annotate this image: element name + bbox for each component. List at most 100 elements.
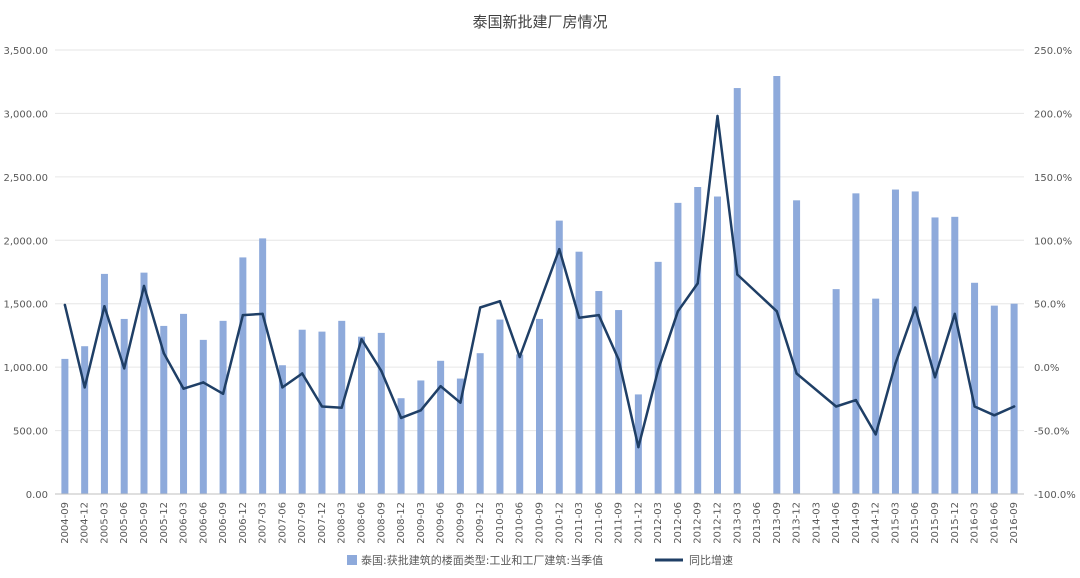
left-y-axis: 0.00 500.00 1,000.00 1,500.00 2,000.00 2,500.… bbox=[3, 46, 48, 501]
bar bbox=[615, 310, 623, 494]
x-tick-label: 2007-12 bbox=[317, 502, 328, 544]
line-point bbox=[637, 445, 640, 449]
line-point bbox=[498, 299, 502, 303]
line-point bbox=[103, 305, 106, 308]
x-tick-label: 2006-09 bbox=[218, 502, 229, 544]
x-tick-label: 2004-09 bbox=[60, 502, 71, 544]
left-y-tick-label: 0.00 bbox=[26, 490, 48, 501]
legend: 泰国:获批建筑的楼面类型:工业和工厂建筑:当季值 同比增速 bbox=[347, 553, 733, 567]
line-point bbox=[874, 433, 877, 436]
left-y-tick-label: 2,000.00 bbox=[3, 236, 48, 247]
left-y-tick-label: 3,500.00 bbox=[3, 46, 48, 57]
x-tick-label: 2013-12 bbox=[792, 502, 803, 544]
bar bbox=[318, 331, 326, 494]
line-point bbox=[63, 303, 67, 307]
x-tick-label: 2009-03 bbox=[416, 502, 427, 544]
line-point bbox=[518, 355, 521, 359]
x-tick-label: 2014-09 bbox=[851, 502, 862, 544]
x-tick-label: 2013-09 bbox=[772, 502, 783, 544]
x-tick-label: 2010-06 bbox=[515, 502, 526, 544]
x-tick-label: 2007-09 bbox=[297, 502, 308, 544]
line-point bbox=[676, 310, 680, 313]
x-tick-label: 2015-09 bbox=[930, 502, 941, 544]
x-tick-label: 2016-03 bbox=[970, 502, 981, 544]
line-point bbox=[617, 358, 620, 361]
x-tick-label: 2006-06 bbox=[198, 502, 209, 544]
bar bbox=[160, 325, 168, 494]
x-tick-label: 2014-03 bbox=[811, 502, 822, 544]
bar bbox=[120, 318, 128, 494]
x-tick-label: 2008-12 bbox=[396, 502, 407, 544]
x-tick-label: 2005-12 bbox=[159, 502, 170, 544]
right-y-tick-label: 150.0% bbox=[1034, 173, 1072, 184]
x-tick-label: 2011-12 bbox=[633, 502, 644, 544]
bar bbox=[259, 238, 267, 494]
line-point bbox=[775, 310, 779, 313]
line-point bbox=[123, 367, 126, 370]
line-point bbox=[597, 313, 601, 317]
x-tick-label: 2010-12 bbox=[554, 502, 565, 544]
x-tick-label: 2012-06 bbox=[673, 502, 684, 544]
yoy-growth-line bbox=[63, 114, 1016, 449]
x-tick-label: 2007-06 bbox=[277, 502, 288, 544]
line-point bbox=[142, 284, 146, 288]
x-tick-label: 2016-09 bbox=[1009, 502, 1020, 544]
line-point bbox=[261, 312, 264, 316]
bar bbox=[516, 354, 524, 494]
line-point bbox=[241, 313, 245, 317]
line-point bbox=[439, 384, 442, 388]
left-y-tick-label: 500.00 bbox=[13, 427, 48, 438]
line-point bbox=[399, 416, 403, 420]
bar bbox=[417, 380, 425, 494]
bar bbox=[496, 319, 504, 494]
line-point bbox=[854, 398, 858, 402]
x-tick-label: 2015-12 bbox=[950, 502, 961, 544]
bar bbox=[951, 216, 959, 494]
bar bbox=[239, 257, 247, 494]
line-point bbox=[1012, 405, 1016, 408]
line-point bbox=[281, 386, 284, 389]
right-y-tick-label: 100.0% bbox=[1034, 236, 1072, 247]
line-point bbox=[656, 368, 660, 371]
line-point bbox=[973, 405, 976, 408]
bar bbox=[377, 332, 385, 494]
line-point bbox=[300, 372, 304, 375]
bar bbox=[456, 378, 464, 494]
x-tick-label: 2006-03 bbox=[179, 502, 190, 544]
line-point bbox=[478, 306, 482, 309]
bar bbox=[575, 251, 583, 494]
bar bbox=[100, 273, 108, 494]
bar bbox=[674, 202, 682, 494]
x-tick-label: 2010-03 bbox=[495, 502, 506, 544]
x-tick-label: 2014-12 bbox=[871, 502, 882, 544]
x-tick-label: 2016-06 bbox=[989, 502, 1000, 544]
line-point bbox=[953, 312, 956, 316]
bar bbox=[437, 360, 445, 494]
bar bbox=[61, 358, 69, 494]
x-tick-label: 2011-03 bbox=[574, 502, 585, 544]
bar-series bbox=[61, 76, 1018, 495]
bar bbox=[298, 329, 306, 494]
bar bbox=[713, 196, 721, 494]
x-tick-label: 2008-09 bbox=[376, 502, 387, 544]
line-point bbox=[340, 406, 343, 409]
bar bbox=[397, 398, 405, 494]
bar bbox=[971, 282, 979, 494]
x-tick-label: 2005-09 bbox=[139, 502, 150, 544]
x-tick-label: 2015-03 bbox=[890, 502, 901, 544]
right-y-tick-label: 0.0% bbox=[1034, 363, 1059, 374]
line-point bbox=[320, 405, 324, 408]
x-tick-label: 2013-06 bbox=[752, 502, 763, 544]
x-tick-label: 2015-06 bbox=[910, 502, 921, 544]
x-tick-label: 2008-06 bbox=[357, 502, 368, 544]
bar bbox=[140, 272, 148, 494]
right-y-tick-label: 250.0% bbox=[1034, 46, 1072, 57]
right-y-tick-label: -100.0% bbox=[1034, 490, 1076, 501]
line-point bbox=[795, 372, 798, 375]
line-series bbox=[63, 114, 1016, 449]
bar bbox=[555, 220, 563, 494]
x-tick-label: 2004-12 bbox=[80, 502, 91, 544]
x-tick-label: 2013-03 bbox=[732, 502, 743, 544]
line-point bbox=[933, 376, 937, 379]
